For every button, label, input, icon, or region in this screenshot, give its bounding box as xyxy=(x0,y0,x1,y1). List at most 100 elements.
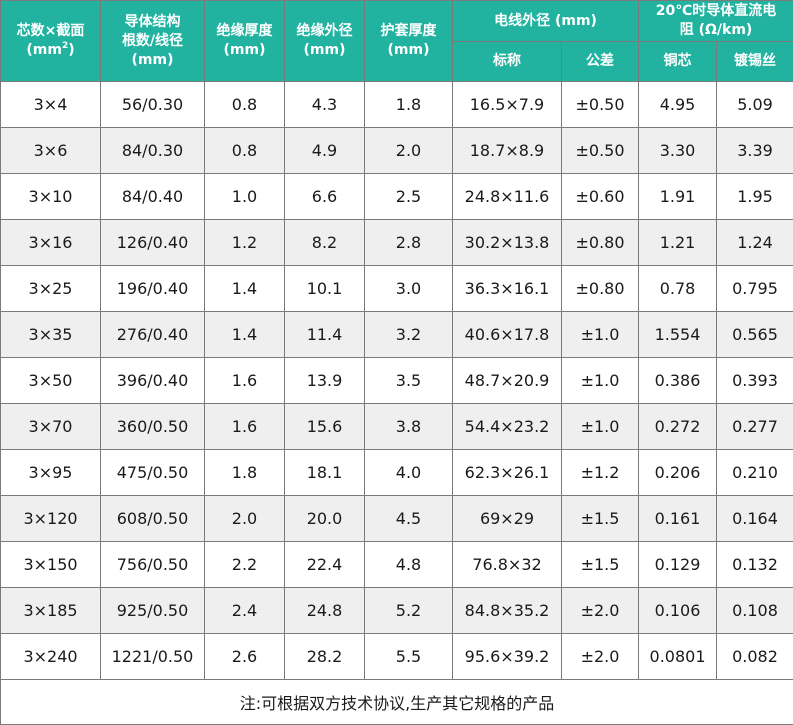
cell-insulation-thickness: 2.6 xyxy=(204,633,285,680)
cell-tinned-resistance: 0.795 xyxy=(716,265,793,312)
cell-spec: 3×240 xyxy=(0,633,101,680)
cell-copper-resistance: 3.30 xyxy=(638,127,718,174)
cell-nominal-od: 24.8×11.6 xyxy=(452,173,562,220)
cell-nominal-od: 48.7×20.9 xyxy=(452,357,562,404)
cell-spec: 3×35 xyxy=(0,311,101,358)
header-conductor-structure: 导体结构 根数/线径 (mm) xyxy=(100,0,205,82)
cell-copper-resistance: 4.95 xyxy=(638,81,718,128)
cell-nominal-od: 36.3×16.1 xyxy=(452,265,562,312)
note-row: 注:可根据双方技术协议,生产其它规格的产品 xyxy=(0,679,793,725)
cell-insulation-thickness: 1.4 xyxy=(204,265,285,312)
table-row: 3×185 925/0.50 2.4 24.8 5.2 84.8×35.2 ±2.0 0.10… xyxy=(0,587,793,634)
table-body: 3×4 56/0.30 0.8 4.3 1.8 16.5×7.9 ±0.50 4.95 5.09… xyxy=(0,81,793,680)
cell-insulation-od: 28.2 xyxy=(284,633,365,680)
cell-insulation-thickness: 0.8 xyxy=(204,127,285,174)
cell-sheath-thickness: 3.0 xyxy=(364,265,453,312)
cell-conductor: 925/0.50 xyxy=(100,587,205,634)
cell-sheath-thickness: 5.5 xyxy=(364,633,453,680)
cell-insulation-od: 10.1 xyxy=(284,265,365,312)
cell-insulation-thickness: 1.4 xyxy=(204,311,285,358)
cell-copper-resistance: 0.129 xyxy=(638,541,718,588)
table-row: 3×4 56/0.30 0.8 4.3 1.8 16.5×7.9 ±0.50 4.95 5.09 xyxy=(0,81,793,128)
cell-copper-resistance: 0.386 xyxy=(638,357,718,404)
cell-conductor: 608/0.50 xyxy=(100,495,205,542)
cell-insulation-od: 20.0 xyxy=(284,495,365,542)
cell-tinned-resistance: 0.132 xyxy=(716,541,793,588)
cell-tinned-resistance: 1.95 xyxy=(716,173,793,220)
cell-spec: 3×10 xyxy=(0,173,101,220)
header-row-2: 标称 公差 铜芯 镀锡丝 xyxy=(1,41,793,82)
table-row: 3×240 1221/0.50 2.6 28.2 5.5 95.6×39.2 ±2.0 0.0… xyxy=(0,633,793,680)
cell-copper-resistance: 1.554 xyxy=(638,311,718,358)
cell-insulation-od: 6.6 xyxy=(284,173,365,220)
cell-sheath-thickness: 4.5 xyxy=(364,495,453,542)
cell-insulation-thickness: 1.8 xyxy=(204,449,285,496)
cell-tinned-resistance: 0.277 xyxy=(716,403,793,450)
cell-nominal-od: 54.4×23.2 xyxy=(452,403,562,450)
header-insulation-thickness: 绝缘厚度 (mm) xyxy=(204,0,285,82)
cell-insulation-thickness: 1.6 xyxy=(204,403,285,450)
cell-sheath-thickness: 3.5 xyxy=(364,357,453,404)
cell-sheath-thickness: 1.8 xyxy=(364,81,453,128)
cell-tolerance: ±0.80 xyxy=(560,219,640,266)
header-copper: 铜芯 xyxy=(638,41,718,82)
header-nominal: 标称 xyxy=(452,41,562,82)
cell-tinned-resistance: 5.09 xyxy=(716,81,793,128)
cell-tolerance: ±0.60 xyxy=(560,173,640,220)
header-cores-section: 芯数×截面 (mm2) xyxy=(0,0,101,82)
table-row: 3×50 396/0.40 1.6 13.9 3.5 48.7×20.9 ±1.0 0.386… xyxy=(0,357,793,404)
cell-spec: 3×25 xyxy=(0,265,101,312)
cell-spec: 3×185 xyxy=(0,587,101,634)
cell-insulation-od: 4.9 xyxy=(284,127,365,174)
cell-copper-resistance: 1.91 xyxy=(638,173,718,220)
header-row-1: 芯数×截面 (mm2) 导体结构 根数/线径 (mm) 绝缘厚度 (mm) 绝缘… xyxy=(0,0,793,82)
cell-conductor: 360/0.50 xyxy=(100,403,205,450)
cell-copper-resistance: 1.21 xyxy=(638,219,718,266)
cell-tinned-resistance: 1.24 xyxy=(716,219,793,266)
cell-spec: 3×120 xyxy=(0,495,101,542)
cell-conductor: 84/0.30 xyxy=(100,127,205,174)
cell-insulation-od: 15.6 xyxy=(284,403,365,450)
cell-spec: 3×70 xyxy=(0,403,101,450)
cell-sheath-thickness: 4.8 xyxy=(364,541,453,588)
cell-insulation-od: 24.8 xyxy=(284,587,365,634)
cell-conductor: 276/0.40 xyxy=(100,311,205,358)
header-tolerance: 公差 xyxy=(560,41,640,82)
cell-insulation-thickness: 0.8 xyxy=(204,81,285,128)
cell-spec: 3×150 xyxy=(0,541,101,588)
cell-tolerance: ±1.2 xyxy=(560,449,640,496)
cell-tinned-resistance: 0.565 xyxy=(716,311,793,358)
cell-insulation-thickness: 1.2 xyxy=(204,219,285,266)
cell-conductor: 475/0.50 xyxy=(100,449,205,496)
cell-conductor: 1221/0.50 xyxy=(100,633,205,680)
header-insulation-od: 绝缘外径 (mm) xyxy=(284,0,365,82)
header-sheath-thickness: 护套厚度 (mm) xyxy=(364,0,453,82)
cell-insulation-od: 4.3 xyxy=(284,81,365,128)
cell-insulation-od: 11.4 xyxy=(284,311,365,358)
cell-copper-resistance: 0.161 xyxy=(638,495,718,542)
table-row: 3×16 126/0.40 1.2 8.2 2.8 30.2×13.8 ±0.80 1.21 1… xyxy=(0,219,793,266)
footnote: 注:可根据双方技术协议,生产其它规格的产品 xyxy=(0,679,793,725)
cell-insulation-od: 18.1 xyxy=(284,449,365,496)
cell-conductor: 756/0.50 xyxy=(100,541,205,588)
cell-copper-resistance: 0.0801 xyxy=(638,633,718,680)
cell-nominal-od: 95.6×39.2 xyxy=(452,633,562,680)
cell-nominal-od: 16.5×7.9 xyxy=(452,81,562,128)
cell-conductor: 196/0.40 xyxy=(100,265,205,312)
cell-tinned-resistance: 0.164 xyxy=(716,495,793,542)
table-row: 3×25 196/0.40 1.4 10.1 3.0 36.3×16.1 ±0.80 0.78… xyxy=(0,265,793,312)
table-row: 3×120 608/0.50 2.0 20.0 4.5 69×29 ±1.5 0.161 0.1… xyxy=(0,495,793,542)
table-row: 3×95 475/0.50 1.8 18.1 4.0 62.3×26.1 ±1.2 0.206… xyxy=(0,449,793,496)
cell-insulation-od: 22.4 xyxy=(284,541,365,588)
cell-conductor: 126/0.40 xyxy=(100,219,205,266)
table-row: 3×70 360/0.50 1.6 15.6 3.8 54.4×23.2 ±1.0 0.272… xyxy=(0,403,793,450)
cell-tinned-resistance: 0.210 xyxy=(716,449,793,496)
cell-sheath-thickness: 3.8 xyxy=(364,403,453,450)
header-dc-resistance: 20℃时导体直流电 阻 (Ω/km) xyxy=(638,0,793,42)
cell-conductor: 396/0.40 xyxy=(100,357,205,404)
cell-nominal-od: 30.2×13.8 xyxy=(452,219,562,266)
cell-tolerance: ±1.0 xyxy=(560,357,640,404)
cell-spec: 3×95 xyxy=(0,449,101,496)
cell-insulation-thickness: 1.0 xyxy=(204,173,285,220)
